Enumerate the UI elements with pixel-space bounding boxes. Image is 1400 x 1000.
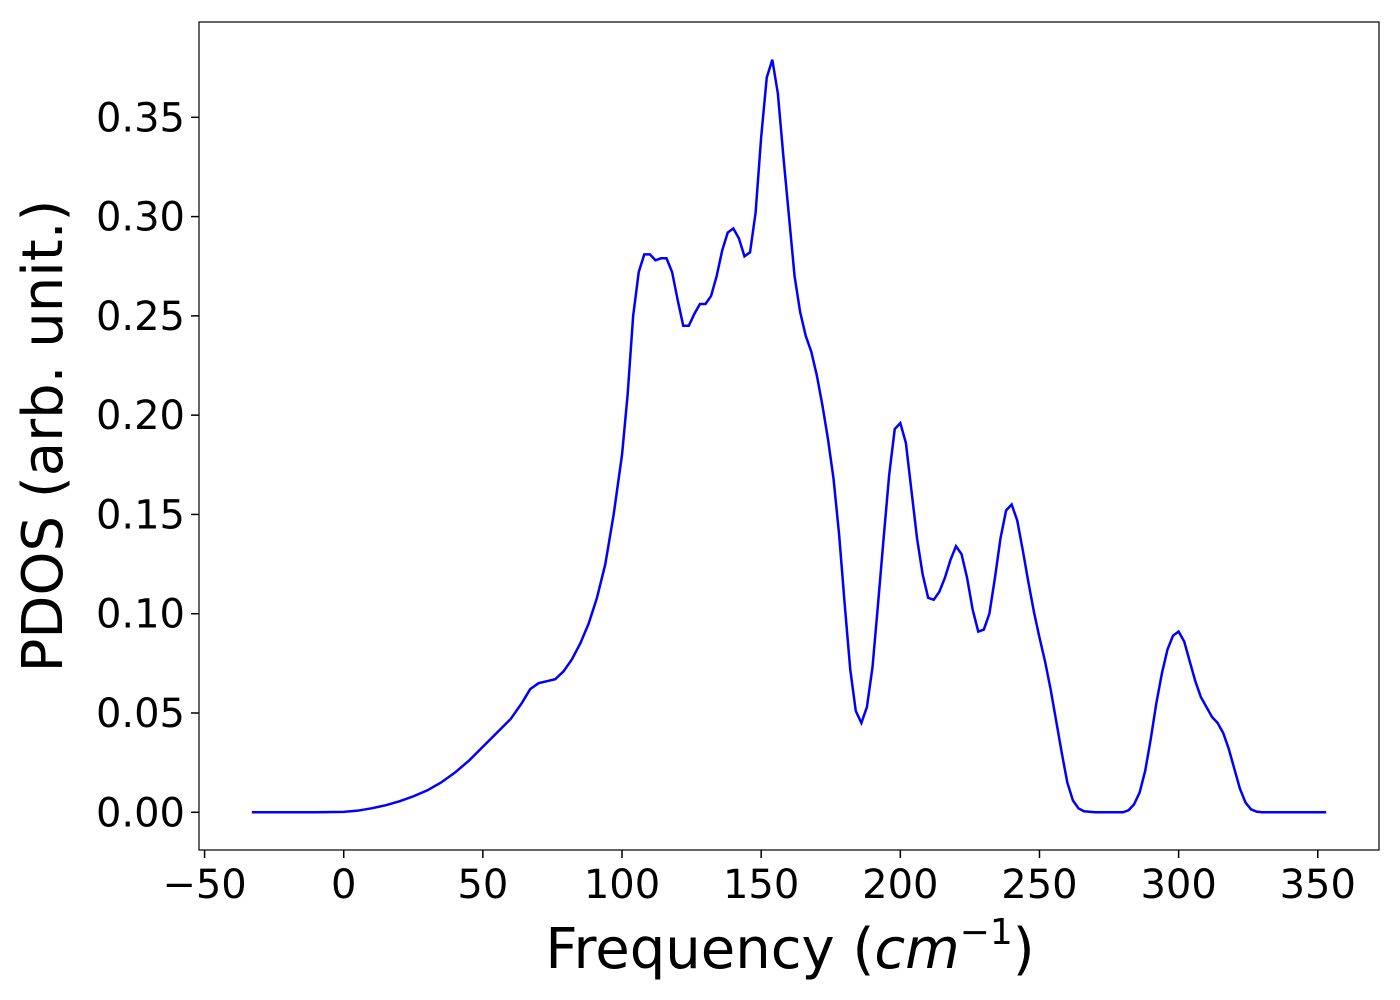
x-tick-label: 150 bbox=[723, 862, 799, 908]
x-label-text: Frequency ( bbox=[545, 917, 874, 982]
y-tick-label: 0.30 bbox=[96, 195, 185, 241]
y-tick-label: 0.00 bbox=[96, 790, 185, 836]
plot-frame bbox=[198, 21, 1380, 851]
x-tick-label: −50 bbox=[162, 862, 246, 908]
y-tick-label: 0.35 bbox=[96, 95, 185, 141]
x-tick-label: 250 bbox=[1001, 862, 1077, 908]
x-label-close: ) bbox=[1013, 917, 1035, 982]
y-tick-label: 0.05 bbox=[96, 691, 185, 737]
y-axis-label: PDOS (arb. unit.) bbox=[11, 200, 76, 673]
x-tick-label: 200 bbox=[862, 862, 938, 908]
x-label-exponent: −1 bbox=[960, 912, 1013, 953]
x-label-unit: cm bbox=[874, 917, 959, 982]
x-tick-label: 100 bbox=[584, 862, 660, 908]
data-line bbox=[251, 59, 1327, 814]
y-tick-label: 0.10 bbox=[96, 592, 185, 638]
x-tick-label: 50 bbox=[457, 862, 508, 908]
x-tick-label: 300 bbox=[1140, 862, 1216, 908]
y-tick-label: 0.20 bbox=[96, 393, 185, 439]
y-tick-label: 0.25 bbox=[96, 294, 185, 340]
x-tick-label: 0 bbox=[331, 862, 356, 908]
x-axis-label: Frequency (cm−1) bbox=[545, 912, 1034, 982]
x-tick-label: 350 bbox=[1280, 862, 1356, 908]
y-tick-label: 0.15 bbox=[96, 492, 185, 538]
